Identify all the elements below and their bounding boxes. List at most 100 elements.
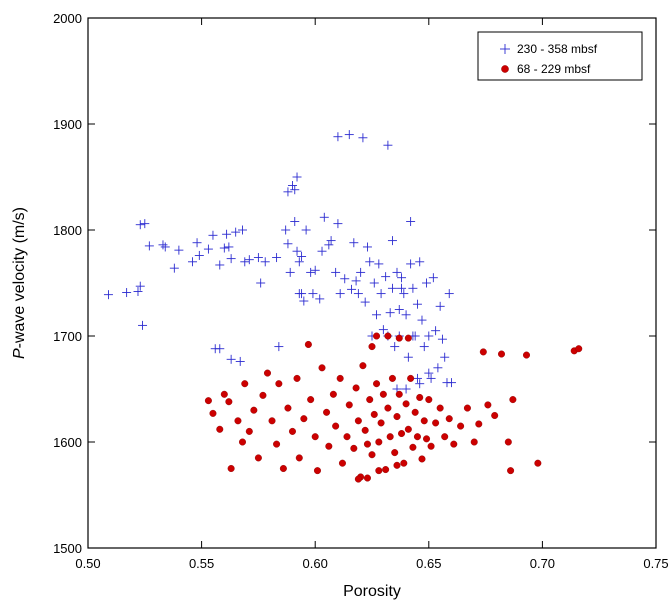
data-point	[387, 236, 397, 246]
data-point	[340, 274, 350, 284]
x-tick-label: 0.60	[303, 556, 328, 571]
data-point	[394, 305, 404, 314]
data-point	[283, 239, 293, 249]
data-point	[332, 422, 340, 430]
y-axis-label: P-wave velocity (m/s)	[11, 207, 28, 359]
data-point	[390, 342, 400, 352]
data-point	[445, 415, 453, 423]
data-marks	[103, 130, 583, 483]
data-point	[397, 273, 407, 283]
data-point	[135, 281, 145, 291]
data-point	[413, 433, 421, 441]
data-point	[203, 244, 213, 254]
y-tick-label: 2000	[53, 11, 82, 26]
data-point	[144, 241, 154, 251]
data-point	[347, 284, 357, 294]
data-point	[338, 459, 346, 467]
data-point	[135, 220, 145, 230]
data-point	[365, 257, 375, 267]
data-point	[403, 352, 413, 362]
data-point	[393, 461, 401, 469]
data-point	[463, 404, 471, 412]
data-point	[391, 449, 399, 457]
data-point	[306, 267, 316, 277]
data-point	[388, 374, 396, 382]
data-point	[385, 308, 395, 318]
data-point	[418, 455, 426, 463]
data-point	[373, 332, 381, 340]
data-point	[219, 243, 229, 253]
data-point	[310, 265, 320, 275]
data-point	[457, 422, 465, 430]
data-point	[307, 396, 315, 404]
data-point	[250, 406, 258, 414]
plot-frame	[87, 17, 657, 549]
data-point	[318, 364, 326, 372]
data-point	[235, 356, 245, 366]
data-point	[379, 390, 387, 398]
data-point	[374, 259, 384, 269]
legend-label-1: 68 - 229 mbsf	[517, 62, 591, 76]
data-point	[227, 465, 235, 473]
data-point	[326, 236, 336, 246]
data-point	[428, 273, 438, 283]
data-point	[345, 401, 353, 409]
data-point	[437, 334, 447, 344]
data-point	[103, 290, 113, 300]
data-point	[253, 253, 263, 263]
data-point	[188, 257, 198, 267]
legend-marker-plus	[500, 44, 510, 54]
data-point	[313, 467, 321, 475]
data-point	[275, 380, 283, 388]
x-tick-label: 0.50	[75, 556, 100, 571]
data-point	[366, 396, 374, 404]
data-point	[479, 348, 487, 356]
data-point	[244, 255, 254, 265]
data-point	[424, 368, 434, 378]
data-point	[383, 140, 393, 150]
data-point	[329, 390, 337, 398]
data-point	[361, 426, 369, 434]
data-point	[254, 454, 262, 462]
data-point	[299, 296, 309, 306]
data-point	[368, 343, 376, 351]
data-point	[408, 283, 418, 293]
data-point	[491, 412, 499, 420]
data-point	[419, 342, 429, 352]
data-point	[415, 379, 425, 389]
data-point	[209, 409, 217, 417]
data-point	[412, 299, 422, 309]
data-point	[387, 283, 397, 293]
data-point	[412, 373, 422, 383]
data-point	[138, 320, 148, 330]
data-point	[256, 278, 266, 288]
data-point	[395, 334, 403, 342]
x-tick-label: 0.65	[416, 556, 441, 571]
data-point	[427, 442, 435, 450]
data-point	[317, 246, 327, 256]
data-point	[279, 465, 287, 473]
data-point	[319, 212, 329, 222]
data-point	[204, 397, 212, 405]
data-point	[284, 404, 292, 412]
data-point	[404, 425, 412, 433]
data-point	[416, 393, 424, 401]
x-tick-label: 0.75	[643, 556, 668, 571]
data-point	[194, 250, 204, 260]
data-point	[333, 219, 343, 229]
data-point	[424, 331, 434, 341]
data-point	[363, 440, 371, 448]
y-tick-label: 1500	[53, 541, 82, 556]
legend: 230 - 358 mbsf 68 - 229 mbsf	[477, 31, 643, 81]
data-point	[231, 227, 241, 237]
data-point	[281, 225, 291, 235]
data-point	[498, 350, 506, 358]
data-point	[382, 466, 390, 474]
data-point	[294, 257, 304, 267]
data-point	[507, 467, 515, 475]
data-point	[534, 459, 542, 467]
data-point	[425, 396, 433, 404]
legend-label-0: 230 - 358 mbsf	[517, 42, 598, 56]
data-point	[293, 374, 301, 382]
data-point	[174, 245, 184, 255]
